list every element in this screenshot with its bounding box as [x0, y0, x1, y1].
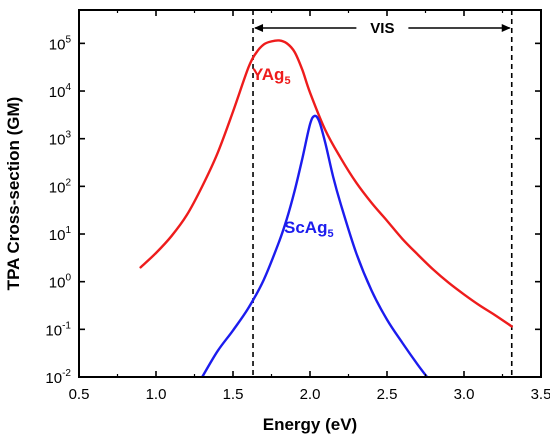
y-tick-label: 105 — [49, 34, 72, 53]
y-tick-label: 10-2 — [45, 368, 71, 387]
x-tick-label: 3.5 — [531, 386, 550, 403]
x-tick-label: 2.0 — [300, 386, 321, 403]
series-label-scag5-sub: 5 — [327, 228, 333, 240]
vis-label: VIS — [370, 20, 394, 37]
annotation-layer: VIS — [254, 20, 511, 37]
y-tick-label: 102 — [49, 177, 72, 196]
y-axis-title: TPA Cross-section (GM) — [4, 97, 23, 291]
y-tick-label: 104 — [49, 82, 72, 101]
series-label-yag5: YAg5 — [252, 65, 291, 87]
series-label-scag5-base: ScAg — [284, 218, 327, 237]
x-tick-label: 1.5 — [223, 386, 244, 403]
series-line-scag5 — [201, 114, 429, 377]
plot-frame — [78, 9, 542, 378]
y-tick-label: 100 — [49, 273, 72, 292]
vis-arrowhead-right — [501, 24, 511, 32]
vis-boundary-layer — [252, 10, 513, 377]
y-tick-label: 103 — [49, 130, 72, 149]
y-tick-label: 10-1 — [45, 320, 71, 339]
x-tick-label: 2.5 — [377, 386, 398, 403]
y-tick-label: 101 — [49, 225, 72, 244]
series-line-yag5 — [139, 39, 513, 328]
x-tick-label: 0.5 — [69, 386, 90, 403]
series-layer — [139, 39, 513, 377]
x-tick-label: 3.0 — [454, 386, 475, 403]
tick-layer: 0.5 1.0 1.5 2.0 2.5 3.0 3.5 10-2 10-1 100 101 102 10… — [45, 10, 550, 403]
series-label-yag5-base: YAg — [252, 65, 284, 84]
series-label-yag5-sub: 5 — [284, 75, 290, 87]
x-tick-label: 1.0 — [146, 386, 167, 403]
x-axis-title: Energy (eV) — [263, 415, 357, 434]
series-label-scag5: ScAg5 — [284, 218, 334, 240]
vis-arrowhead-left — [254, 24, 264, 32]
